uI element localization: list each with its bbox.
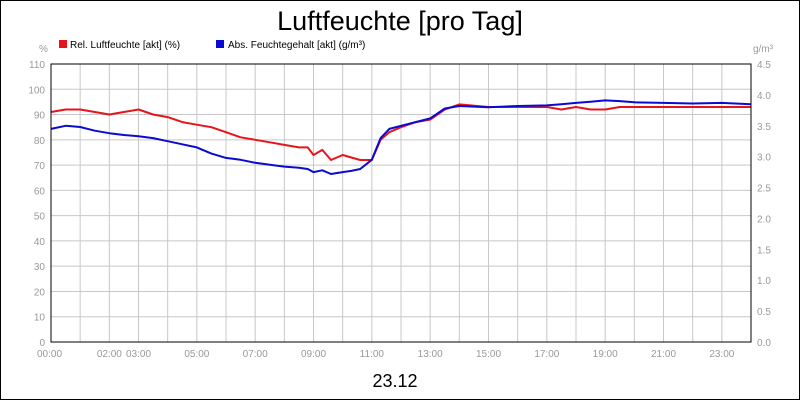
left-tick-label: 50 (34, 212, 46, 223)
left-tick-label: 40 (34, 237, 46, 248)
right-tick-label: 2.5 (757, 184, 771, 195)
series-line-abs-humidity (50, 99, 752, 175)
right-tick-label: 2.0 (757, 214, 771, 225)
right-tick-label: 1.5 (757, 245, 771, 256)
left-tick-label: 60 (34, 186, 46, 197)
x-tick-label: 17:00 (534, 349, 559, 360)
left-tick-label: 90 (34, 111, 46, 122)
plot-area-border (50, 63, 752, 343)
x-tick-label: 19:00 (593, 349, 618, 360)
right-axis-ticks: 0.0 0.5 1.0 1.5 2.0 2.5 3.0 3.5 4.0 4.5 (757, 60, 771, 349)
legend-label-rel-humidity: Rel. Luftfeuchte [akt] (%) (70, 40, 180, 51)
x-tick-label: 11:00 (360, 349, 385, 360)
x-tick-label: 15:00 (476, 349, 501, 360)
x-axis-ticks: 00:00 02:00 03:00 05:00 07:00 09:00 11:00 13:00… (37, 349, 735, 360)
left-axis-ticks: 0 10 20 30 40 50 60 70 80 90 100 110 (28, 60, 45, 349)
left-tick-label: 0 (39, 338, 45, 349)
left-axis-unit: % (39, 44, 48, 55)
series-lines (50, 99, 752, 175)
date-label: 23.12 (372, 371, 417, 391)
right-tick-label: 1.0 (757, 276, 771, 287)
legend-swatch-abs-humidity (216, 40, 224, 48)
x-tick-label: 05:00 (184, 349, 209, 360)
left-tick-label: 70 (34, 161, 46, 172)
right-tick-label: 4.0 (757, 91, 771, 102)
x-tick-label: 03:00 (126, 349, 151, 360)
series-line-rel-humidity (50, 103, 751, 161)
left-tick-label: 30 (34, 262, 46, 273)
x-tick-label: 13:00 (418, 349, 443, 360)
left-tick-label: 20 (34, 287, 46, 298)
legend: Rel. Luftfeuchte [akt] (%) Abs. Feuchteg… (59, 40, 365, 51)
left-tick-label: 10 (34, 313, 46, 324)
right-tick-label: 3.0 (757, 153, 771, 164)
right-tick-label: 0.5 (757, 307, 771, 318)
left-tick-label: 100 (28, 85, 45, 96)
x-tick-label: 02:00 (97, 349, 122, 360)
right-tick-label: 0.0 (757, 338, 771, 349)
left-tick-label: 110 (29, 60, 45, 71)
x-tick-label: 23:00 (709, 349, 734, 360)
legend-label-abs-humidity: Abs. Feuchtegehalt [akt] (g/m³) (228, 40, 365, 51)
right-axis-unit: g/m³ (753, 44, 774, 55)
x-tick-label: 09:00 (301, 349, 326, 360)
x-tick-label: 21:00 (651, 349, 676, 360)
right-tick-label: 3.5 (757, 122, 771, 133)
legend-swatch-rel-humidity (59, 40, 67, 48)
right-tick-label: 4.5 (757, 60, 771, 71)
left-tick-label: 80 (34, 136, 46, 147)
chart-title: Luftfeuchte [pro Tag] (277, 6, 523, 36)
x-tick-label: 07:00 (243, 349, 268, 360)
grid (51, 64, 751, 342)
x-tick-label: 00:00 (37, 349, 62, 360)
